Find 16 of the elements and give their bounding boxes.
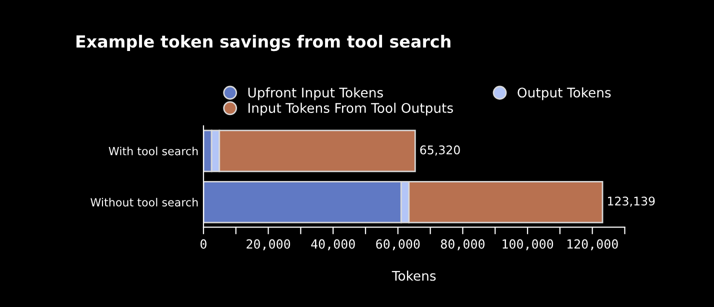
y-tick-label: Without tool search — [90, 198, 198, 206]
legend-label: Upfront Input Tokens — [248, 87, 383, 100]
x-tick-label: 40,000 — [311, 239, 355, 250]
x-tick-label: 120,000 — [568, 239, 618, 250]
x-tick-label: 0 — [200, 239, 206, 249]
x-tick-label: 60,000 — [376, 239, 420, 250]
x-axis-title: Tokens — [392, 270, 436, 281]
legend-label: Input Tokens From Tool Outputs — [248, 102, 453, 116]
x-tick-label: 80,000 — [440, 239, 484, 250]
x-tick-label: 100,000 — [502, 239, 554, 250]
legend-label: Output Tokens — [518, 87, 611, 100]
total-label: 123,139 — [608, 196, 655, 207]
total-label: 65,320 — [420, 145, 460, 156]
x-tick-label: 20,000 — [246, 239, 290, 250]
y-tick-label: With tool search — [108, 146, 198, 156]
chart-title: Example token savings from tool search — [76, 34, 450, 52]
